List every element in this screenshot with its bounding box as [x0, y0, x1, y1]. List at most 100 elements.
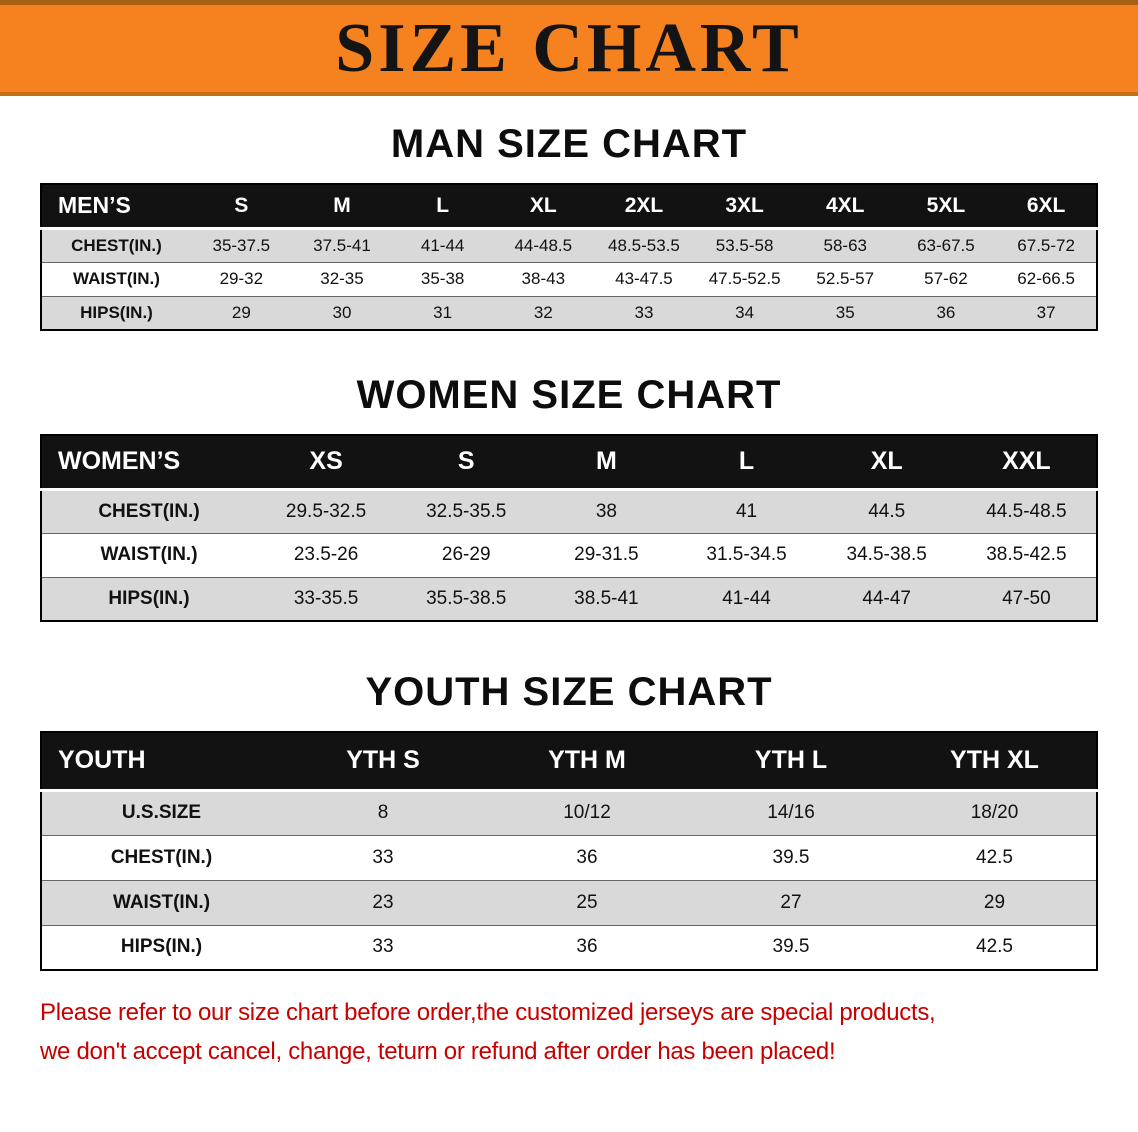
value-cell: 34.5-38.5 — [816, 532, 957, 577]
size-header-cell: 6XL — [996, 184, 1097, 230]
table-row: HIPS(IN.) 29 30 31 32 33 34 35 36 37 — [41, 295, 1097, 330]
size-header-cell: 5XL — [895, 184, 997, 230]
size-header-cell: YTH XL — [893, 732, 1097, 792]
table-row: CHEST(IN.) 33 36 39.5 42.5 — [41, 834, 1097, 880]
table-header-row: MEN’S S M L XL 2XL 3XL 4XL 5XL 6XL — [41, 184, 1097, 230]
value-cell: 34 — [694, 295, 795, 330]
table-title-cell: YOUTH — [41, 732, 281, 792]
men-section-heading: MAN SIZE CHART — [390, 122, 748, 166]
value-cell: 38.5-42.5 — [956, 532, 1097, 577]
value-cell: 63-67.5 — [895, 228, 997, 262]
value-cell: 26-29 — [396, 532, 537, 577]
row-label-cell: U.S.SIZE — [41, 790, 281, 835]
size-header-cell: YTH M — [485, 732, 689, 792]
value-cell: 35-38 — [392, 261, 493, 296]
size-chart-page: SIZE CHART MAN SIZE CHART MEN’S S M L XL 2XL 3… — [0, 0, 1138, 1065]
value-cell: 57-62 — [895, 261, 997, 296]
table-header-row: YOUTH YTH S YTH M YTH L YTH XL — [41, 732, 1097, 792]
value-cell: 32-35 — [291, 261, 393, 296]
banner: SIZE CHART — [0, 0, 1138, 96]
value-cell: 25 — [485, 879, 689, 925]
value-cell: 10/12 — [485, 790, 689, 835]
size-header-cell: 3XL — [694, 184, 795, 230]
value-cell: 62-66.5 — [996, 261, 1097, 296]
row-label-cell: CHEST(IN.) — [41, 834, 281, 880]
size-header-cell: S — [191, 184, 292, 230]
table-row: U.S.SIZE 8 10/12 14/16 18/20 — [41, 790, 1097, 835]
value-cell: 18/20 — [893, 790, 1097, 835]
value-cell: 47.5-52.5 — [694, 261, 795, 296]
value-cell: 41-44 — [676, 576, 817, 621]
value-cell: 31.5-34.5 — [676, 532, 817, 577]
value-cell: 42.5 — [893, 834, 1097, 880]
youth-size-table: YOUTH YTH S YTH M YTH L YTH XL U.S.SIZE 8 10/12… — [40, 731, 1098, 971]
value-cell: 38.5-41 — [536, 576, 677, 621]
value-cell: 27 — [689, 879, 893, 925]
row-label-cell: WAIST(IN.) — [41, 879, 281, 925]
size-header-cell: XXL — [956, 435, 1097, 491]
value-cell: 52.5-57 — [794, 261, 896, 296]
row-label-cell: WAIST(IN.) — [41, 532, 256, 577]
value-cell: 37.5-41 — [291, 228, 393, 262]
value-cell: 31 — [392, 295, 493, 330]
size-header-cell: YTH L — [689, 732, 893, 792]
value-cell: 29-32 — [191, 261, 292, 296]
size-header-cell: XS — [256, 435, 397, 491]
value-cell: 32 — [492, 295, 594, 330]
value-cell: 42.5 — [893, 924, 1097, 970]
size-table: WOMEN’S XS S M L XL XXL CHEST(IN.) 29.5-32.5 32.5… — [40, 434, 1098, 622]
value-cell: 39.5 — [689, 924, 893, 970]
value-cell: 36 — [485, 924, 689, 970]
value-cell: 35.5-38.5 — [396, 576, 537, 621]
size-header-cell: 4XL — [794, 184, 896, 230]
row-label-cell: CHEST(IN.) — [41, 228, 191, 262]
size-header-cell: M — [291, 184, 393, 230]
value-cell: 23 — [281, 879, 485, 925]
row-label-cell: CHEST(IN.) — [41, 489, 256, 533]
size-header-cell: YTH S — [281, 732, 485, 792]
value-cell: 8 — [281, 790, 485, 835]
size-table: YOUTH YTH S YTH M YTH L YTH XL U.S.SIZE 8 10/12… — [40, 731, 1098, 971]
value-cell: 41 — [676, 489, 817, 533]
women-section-heading: WOMEN SIZE CHART — [356, 373, 782, 417]
value-cell: 47-50 — [956, 576, 1097, 621]
page-title: SIZE CHART — [335, 9, 803, 87]
table-row: HIPS(IN.) 33-35.5 35.5-38.5 38.5-41 41-44 44-… — [41, 576, 1097, 621]
row-label-cell: HIPS(IN.) — [41, 295, 191, 330]
value-cell: 44-47 — [816, 576, 957, 621]
size-header-cell: L — [392, 184, 493, 230]
value-cell: 58-63 — [794, 228, 896, 262]
row-label-cell: HIPS(IN.) — [41, 924, 281, 970]
value-cell: 35 — [794, 295, 896, 330]
note-line-2: we don't accept cancel, change, teturn o… — [40, 1038, 836, 1065]
note-line-1: Please refer to our size chart before or… — [40, 999, 936, 1026]
value-cell: 44.5-48.5 — [956, 489, 1097, 533]
row-label-cell: WAIST(IN.) — [41, 261, 191, 296]
value-cell: 33 — [281, 924, 485, 970]
table-row: WAIST(IN.) 23 25 27 29 — [41, 879, 1097, 925]
value-cell: 41-44 — [392, 228, 493, 262]
value-cell: 33-35.5 — [256, 576, 397, 621]
value-cell: 29.5-32.5 — [256, 489, 397, 533]
table-title-cell: MEN’S — [41, 184, 191, 230]
value-cell: 33 — [593, 295, 695, 330]
value-cell: 30 — [291, 295, 393, 330]
value-cell: 44-48.5 — [492, 228, 594, 262]
value-cell: 38-43 — [492, 261, 594, 296]
table-row: HIPS(IN.) 33 36 39.5 42.5 — [41, 924, 1097, 970]
table-row: CHEST(IN.) 29.5-32.5 32.5-35.5 38 41 44.5 44.5… — [41, 489, 1097, 533]
table-row: WAIST(IN.) 29-32 32-35 35-38 38-43 43-47.5 47.… — [41, 261, 1097, 296]
size-header-cell: L — [676, 435, 817, 491]
value-cell: 67.5-72 — [996, 228, 1097, 262]
value-cell: 29 — [893, 879, 1097, 925]
men-section: MAN SIZE CHART MEN’S S M L XL 2XL 3XL 4XL 5XL 6XL… — [0, 122, 1138, 331]
value-cell: 38 — [536, 489, 677, 533]
value-cell: 32.5-35.5 — [396, 489, 537, 533]
value-cell: 29 — [191, 295, 292, 330]
value-cell: 37 — [996, 295, 1097, 330]
women-size-table: WOMEN’S XS S M L XL XXL CHEST(IN.) 29.5-32.5 32.5… — [40, 434, 1098, 622]
value-cell: 23.5-26 — [256, 532, 397, 577]
table-title-cell: WOMEN’S — [41, 435, 256, 491]
women-section: WOMEN SIZE CHART WOMEN’S XS S M L XL XXL CHEST(… — [0, 373, 1138, 622]
row-label-cell: HIPS(IN.) — [41, 576, 256, 621]
